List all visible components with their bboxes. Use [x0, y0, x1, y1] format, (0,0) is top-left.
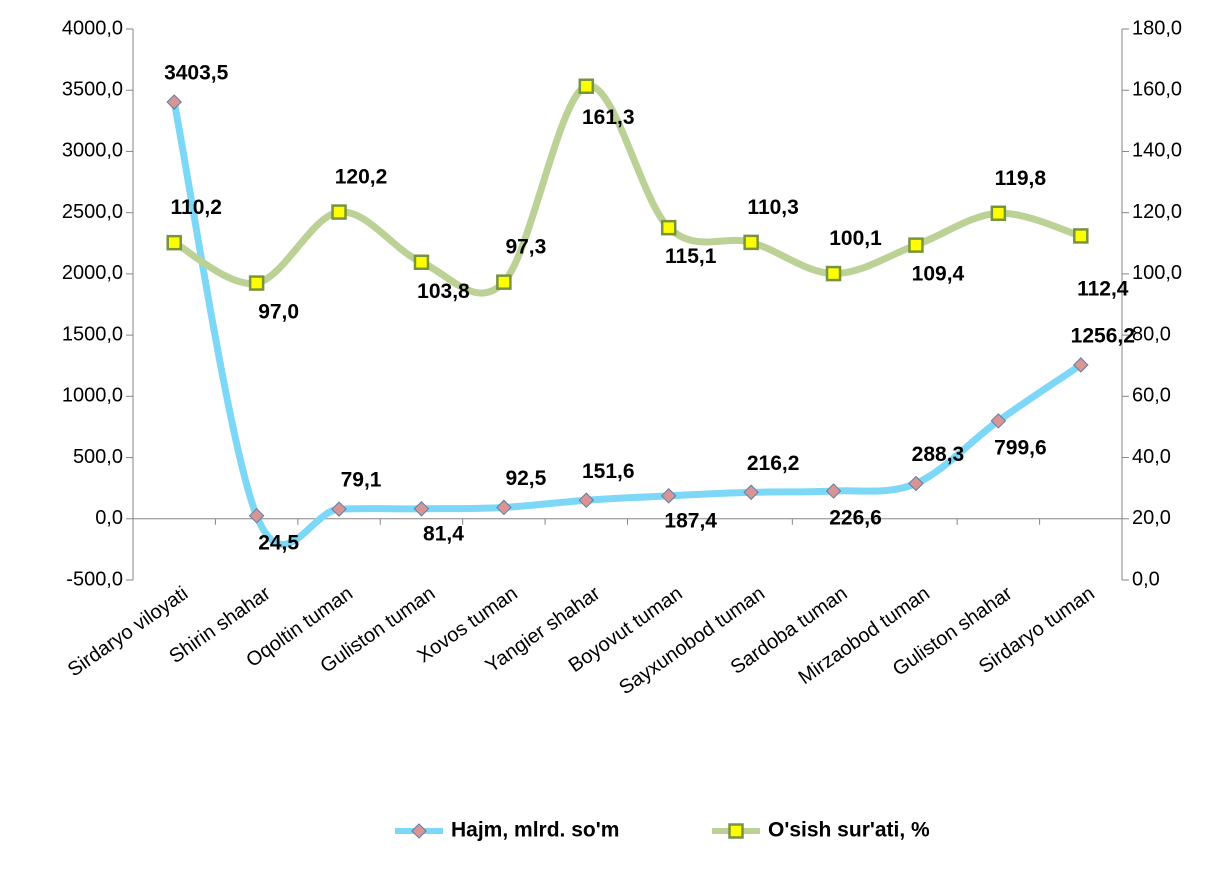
marker	[166, 234, 182, 251]
y-tick-label: 3500,0	[62, 79, 123, 101]
marker	[578, 492, 595, 508]
marker	[1073, 228, 1089, 244]
y2-tick-label: 140,0	[1132, 140, 1182, 162]
x-tick-label: Sayxunobod tuman	[615, 582, 769, 699]
data-label: 216,2	[747, 452, 800, 475]
data-label: 3403,5	[164, 62, 229, 85]
y2-tick-label: 100,0	[1132, 262, 1182, 284]
data-label: 226,6	[829, 507, 882, 530]
data-label: 112,4	[1077, 277, 1129, 300]
y2-tick-label: 20,0	[1132, 507, 1171, 529]
y-tick-label: 1500,0	[62, 323, 123, 345]
data-label: 109,4	[912, 263, 965, 286]
y-tick-label: 2500,0	[62, 201, 123, 223]
data-label: 92,5	[505, 467, 546, 490]
y-tick-label: 0,0	[95, 507, 123, 529]
marker	[331, 204, 347, 220]
y-tick-label: 2000,0	[62, 262, 123, 284]
y2-tick-label: 60,0	[1132, 385, 1171, 407]
y-tick-label: 3000,0	[62, 140, 123, 162]
y2-tick-label: 0,0	[1132, 568, 1160, 590]
y-tick-label: 4000,0	[62, 17, 123, 39]
y-tick-label: -500,0	[66, 568, 123, 590]
marker	[1073, 357, 1089, 373]
marker	[743, 484, 759, 501]
data-label: 100,1	[829, 227, 882, 250]
marker	[496, 499, 512, 516]
y2-tick-label: 80,0	[1132, 323, 1171, 345]
data-label: 24,5	[258, 531, 299, 554]
legend-marker	[728, 823, 744, 839]
y-tick-label: 1000,0	[62, 385, 123, 407]
data-label: 81,4	[423, 522, 464, 545]
data-label: 97,0	[258, 301, 299, 324]
data-label: 187,4	[664, 509, 717, 532]
x-tick-label: Sirdaryo viloyati	[64, 582, 192, 681]
data-label: 110,3	[747, 196, 798, 219]
data-label: 103,8	[417, 280, 470, 303]
data-label: 799,6	[994, 436, 1047, 459]
y2-tick-label: 120,0	[1132, 201, 1182, 223]
marker	[990, 205, 1007, 222]
marker	[660, 488, 677, 504]
marker	[825, 483, 842, 499]
marker	[825, 265, 842, 282]
data-label: 1256,2	[1071, 325, 1135, 348]
legend-label: O'sish sur'ati, %	[768, 819, 930, 842]
marker	[166, 94, 182, 110]
marker	[413, 254, 430, 271]
marker	[413, 501, 430, 517]
marker	[743, 234, 759, 251]
legend-marker	[411, 823, 427, 839]
y-tick-label: 500,0	[73, 446, 123, 468]
data-label: 115,1	[665, 245, 717, 268]
marker	[908, 475, 924, 492]
data-label: 79,1	[341, 469, 382, 492]
marker	[331, 501, 347, 517]
y2-tick-label: 160,0	[1132, 79, 1182, 101]
y2-tick-label: 180,0	[1132, 17, 1182, 39]
data-label: 97,3	[505, 236, 546, 259]
marker	[908, 237, 924, 253]
marker	[248, 275, 265, 291]
data-label: 288,3	[912, 443, 965, 466]
marker	[990, 413, 1007, 429]
y2-tick-label: 40,0	[1132, 446, 1171, 468]
marker	[248, 507, 265, 524]
data-label: 119,8	[995, 167, 1047, 190]
data-label: 151,6	[582, 460, 635, 483]
legend-label: Hajm, mlrd. so'm	[451, 819, 619, 842]
marker	[578, 78, 595, 94]
data-label: 161,3	[582, 106, 635, 129]
marker	[496, 274, 512, 290]
data-label: 120,2	[335, 166, 388, 189]
data-label: 110,2	[171, 196, 222, 219]
marker	[660, 219, 677, 236]
